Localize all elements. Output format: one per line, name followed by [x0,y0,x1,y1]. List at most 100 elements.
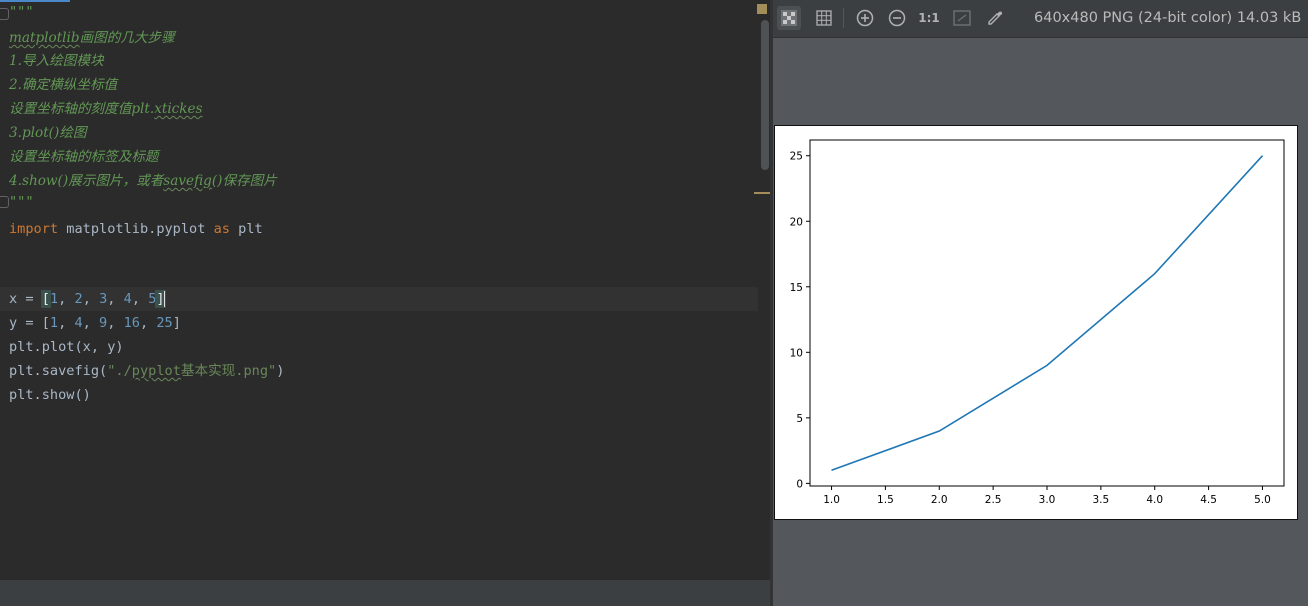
docstring-text: 2.确定横纵坐标值 [9,77,118,93]
code-text: y = [ [9,315,50,331]
number-literal: 4 [74,315,83,331]
number-literal: 9 [99,315,108,331]
zoom-out-button[interactable] [885,6,909,30]
image-viewer[interactable]: 1:1 640x480 PNG (24-bit color) 14.03 kB … [773,0,1308,606]
image-canvas[interactable]: 1.0 1.5 2.0 2.5 3.0 3.5 4.0 4.5 5.0 0 5 10 15 20 25 [774,125,1298,520]
series-line [831,155,1264,472]
code-line-3[interactable]: 1.导入绘图模块 [0,49,770,73]
docstring-text: ()保存图片 [211,173,277,189]
code-editor[interactable]: """ matplotlib画图的几大步骤 1.导入绘图模块 2.确定横纵坐标值… [0,0,772,580]
text-caret [163,291,166,307]
docstring-quote: """ [9,194,34,210]
matched-bracket: [ [40,290,51,308]
code-line-2[interactable]: matplotlib画图的几大步骤 [0,26,770,50]
fold-marker-icon[interactable] [0,196,9,208]
code-line-import[interactable]: import matplotlib.pyplot as plt [0,217,770,241]
number-literal: 1 [49,315,59,331]
toolbar-separator [843,8,844,28]
y-tick-label: 25 [790,151,803,163]
docstring-text: 设置坐标轴的标签及标题 [9,149,159,165]
code-line-savefig[interactable]: plt.savefig("./pyplot基本实现.png") [0,359,770,383]
docstring-text: 画图的几大步骤 [79,30,175,46]
x-tick-label: 2.5 [985,494,1002,506]
zoom-in-icon [856,9,874,27]
keyword-as: as [213,221,230,237]
code-text: plt.show() [9,387,91,403]
image-viewer-toolbar: 1:1 640x480 PNG (24-bit color) 14.03 kB [773,0,1308,38]
grid-icon [816,10,832,26]
code-line-4[interactable]: 2.确定横纵坐标值 [0,73,770,97]
code-line-1[interactable]: """ [0,0,770,24]
code-line-9[interactable]: """ [0,190,770,214]
docstring-text: 1.导入绘图模块 [9,53,104,69]
number-literal: 5 [148,291,157,307]
docstring-text: 4.show()展示图片，或者 [9,173,164,189]
chessboard-icon [781,10,797,26]
x-tick-label: 3.0 [1039,494,1056,506]
zoom-out-icon [888,9,906,27]
chessboard-button[interactable] [777,6,801,30]
code-line-8[interactable]: 4.show()展示图片，或者savefig()保存图片 [0,169,770,193]
module-alias: plt [229,221,263,237]
editor-bottom-bar [0,580,772,606]
module-name: matplotlib.pyplot [58,221,214,237]
code-text: ) [276,363,285,379]
number-literal: 16 [123,315,140,331]
docstring-text: matplotlib [9,30,80,46]
code-line-6[interactable]: 3.plot()绘图 [0,121,770,145]
grid-button[interactable] [812,6,836,30]
x-tick-label: 4.5 [1200,494,1217,506]
x-tick-label: 1.5 [877,494,894,506]
actual-size-icon: 1:1 [918,11,940,25]
y-tick-label: 10 [790,347,803,359]
split-divider[interactable] [770,0,773,606]
fit-zoom-button[interactable] [950,6,974,30]
y-tick-label: 15 [790,282,803,294]
y-tick-label: 20 [790,216,803,228]
code-line-7[interactable]: 设置坐标轴的标签及标题 [0,145,770,169]
x-tick-label: 3.5 [1093,494,1110,506]
inspection-status-icon[interactable] [757,4,767,14]
string-literal: 基本实现.png" [180,363,277,379]
color-picker-icon [988,11,1003,25]
x-tick-label: 4.0 [1146,494,1163,506]
code-text: ] [172,315,181,331]
y-tick-label: 0 [796,478,803,490]
image-info-label: 640x480 PNG (24-bit color) 14.03 kB [1034,10,1302,26]
code-line-plot[interactable]: plt.plot(x, y) [0,335,770,359]
x-tick-label: 1.0 [823,494,840,506]
actual-size-button[interactable]: 1:1 [917,6,941,30]
docstring-text: xtickes [154,101,203,117]
docstring-text: 设置坐标轴的刻度值plt. [9,101,155,117]
docstring-text: 3.plot()绘图 [9,125,87,141]
code-line-show[interactable]: plt.show() [0,383,770,407]
code-text: plt.plot(x, y) [9,339,124,355]
string-literal: "./ [107,363,132,379]
number-literal: 4 [123,291,132,307]
docstring-quote: """ [9,4,34,20]
line-plot: 1.0 1.5 2.0 2.5 3.0 3.5 4.0 4.5 5.0 0 5 10 15 20 25 [790,139,1285,506]
keyword-import: import [9,221,59,237]
string-literal: pyplot [131,363,181,379]
editor-scroll-thumb[interactable] [761,20,769,170]
x-tick-label: 5.0 [1254,494,1271,506]
code-text: plt.savefig( [9,363,108,379]
docstring-text: savefig [163,173,212,189]
number-literal: 25 [156,315,173,331]
number-literal: 2 [74,291,83,307]
zoom-in-button[interactable] [853,6,877,30]
editor-tab-indicator [0,0,70,2]
number-literal: 3 [99,291,108,307]
number-literal: 1 [49,291,59,307]
x-tick-label: 2.0 [931,494,948,506]
code-line-5[interactable]: 设置坐标轴的刻度值plt.xtickes [0,97,770,121]
y-tick-label: 5 [796,413,803,425]
code-line-y[interactable]: y = [1, 4, 9, 16, 25] [9,315,181,331]
scroll-marker[interactable] [754,192,770,194]
axes-frame [809,139,1285,487]
code-text: x = [9,291,42,307]
fit-zoom-icon [953,10,971,26]
fold-marker-icon[interactable] [0,8,9,20]
color-picker-button[interactable] [983,6,1007,30]
code-line-x[interactable]: x = [1, 2, 3, 4, 5] [0,287,770,311]
